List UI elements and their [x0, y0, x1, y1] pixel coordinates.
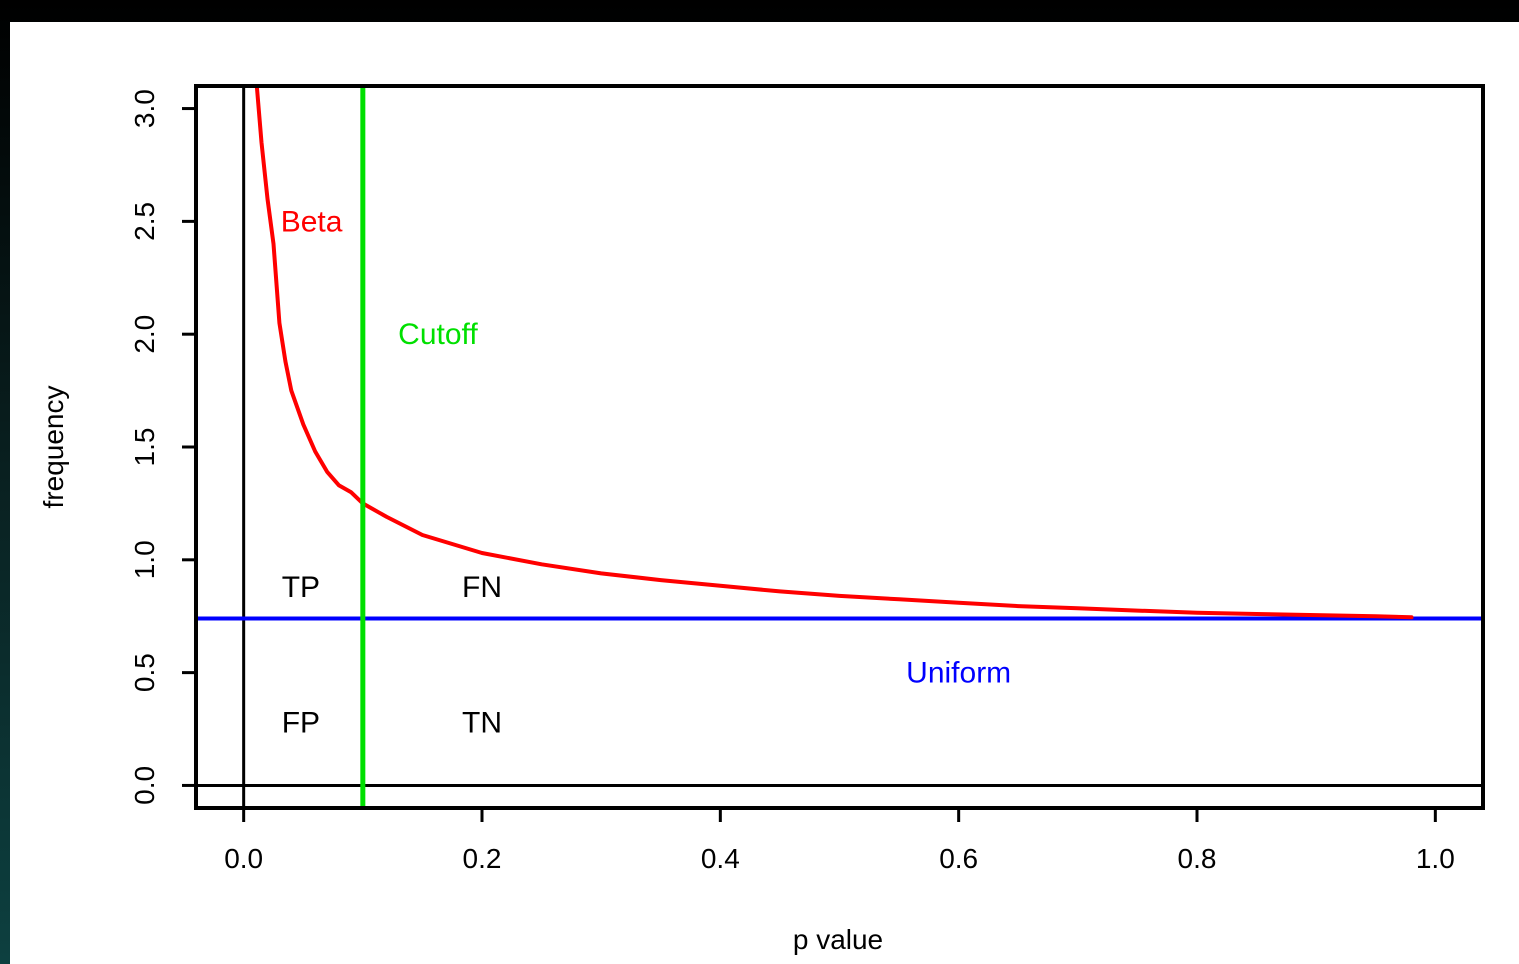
x-axis-label: p value [793, 924, 883, 955]
y-tick-label: 0.0 [129, 766, 160, 805]
p-value-chart: 0.0 0.2 0.4 0.6 0.8 1.00.00.51.01.52.02.53.0 … [38, 84, 1485, 955]
x-tick-label: 0.0 [224, 843, 263, 874]
y-tick-label: 3.0 [129, 89, 160, 128]
x-tick-label: 0.8 [1178, 843, 1217, 874]
y-axis-label: frequency [38, 386, 69, 509]
chart-lines [196, 84, 1483, 808]
x-tick-label: 0.2 [463, 843, 502, 874]
y-tick-label: 1.5 [129, 428, 160, 467]
chart-annotations: Beta Cutoff Uniform TP FN FP TN [281, 205, 1011, 739]
annotation-fn: FN [462, 571, 502, 604]
annotation-cutoff: Cutoff [398, 318, 478, 351]
x-tick-label: 0.4 [701, 843, 740, 874]
x-tick-label: 1.0 [1416, 843, 1455, 874]
y-tick-label: 0.5 [129, 653, 160, 692]
y-tick-label: 2.0 [129, 315, 160, 354]
y-tick-label: 2.5 [129, 202, 160, 241]
axis-ticks: 0.0 0.2 0.4 0.6 0.8 1.0 0.0 0.5 1.0 1.5 2.0 2.5 3.0 [129, 89, 1455, 874]
annotation-fp: FP [282, 706, 320, 739]
x-tick-label: 0.6 [939, 843, 978, 874]
annotation-tp: TP [282, 571, 320, 604]
plot-canvas: 0.0 0.2 0.4 0.6 0.8 1.0 0.0 0.5 1.0 1.5 2.0 2.5 3.0 … [10, 22, 1519, 964]
plot-border [194, 84, 1485, 810]
annotation-tn: TN [462, 706, 502, 739]
y-tick-label: 1.0 [129, 540, 160, 579]
annotation-uniform: Uniform [906, 657, 1011, 690]
annotation-beta: Beta [281, 205, 343, 238]
beta-curve [254, 84, 1414, 620]
